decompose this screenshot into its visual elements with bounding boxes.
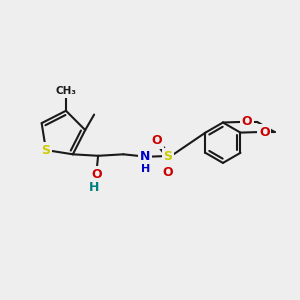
Text: O: O bbox=[259, 125, 269, 139]
Text: H: H bbox=[141, 164, 150, 174]
Text: S: S bbox=[164, 150, 172, 163]
Text: O: O bbox=[151, 134, 162, 147]
Text: S: S bbox=[41, 143, 50, 157]
Text: O: O bbox=[91, 168, 102, 181]
Text: O: O bbox=[242, 116, 252, 128]
Text: H: H bbox=[89, 181, 99, 194]
Text: O: O bbox=[163, 166, 173, 179]
Text: N: N bbox=[140, 150, 150, 163]
Text: CH₃: CH₃ bbox=[56, 86, 76, 96]
